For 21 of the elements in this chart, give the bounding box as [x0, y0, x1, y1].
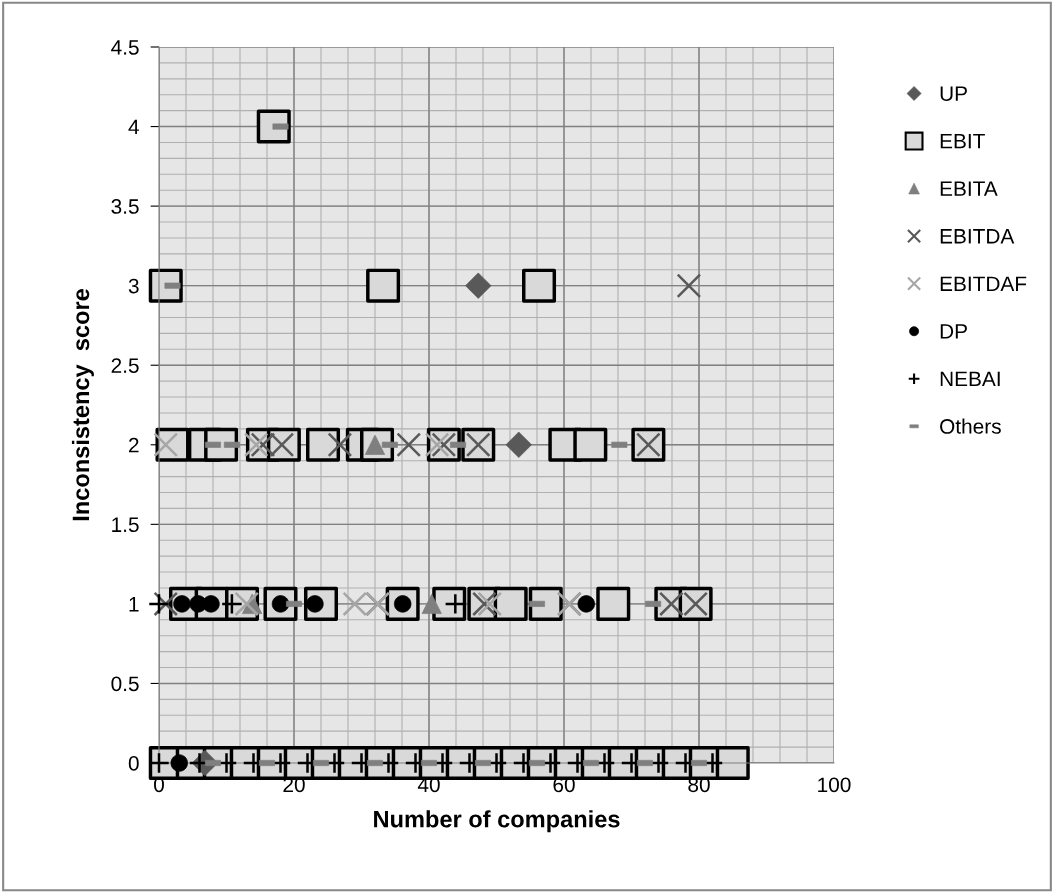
y-tick-label: 3.5: [111, 199, 139, 214]
y-tick-label: 2.5: [111, 358, 139, 373]
legend-label: UP: [940, 86, 967, 101]
y-tick-label: 4.5: [111, 40, 139, 55]
x-axis-title: Number of companies: [374, 810, 620, 833]
y-tick-label: 1.5: [112, 517, 139, 533]
y-axis-title: Inconsistency score: [71, 289, 94, 521]
legend-label: EBITA: [940, 181, 998, 196]
legend-label: EBITDAF: [940, 276, 1027, 291]
y-tick-label: 2: [129, 437, 139, 453]
legend-label: EBIT: [940, 133, 985, 149]
y-tick-label: 3: [128, 278, 139, 294]
y-tick-label: 0: [128, 756, 139, 771]
legend-label: Others: [940, 418, 1001, 434]
legend-label: EBITDA: [940, 229, 1015, 244]
legend-label: DP: [940, 324, 967, 339]
y-tick-label: 1: [129, 597, 139, 612]
y-tick-label: 4: [128, 119, 139, 135]
x-tick-label: 100: [818, 777, 851, 793]
legend-label: NEBAI: [940, 371, 1000, 387]
y-tick-label: 0.5: [111, 676, 139, 692]
